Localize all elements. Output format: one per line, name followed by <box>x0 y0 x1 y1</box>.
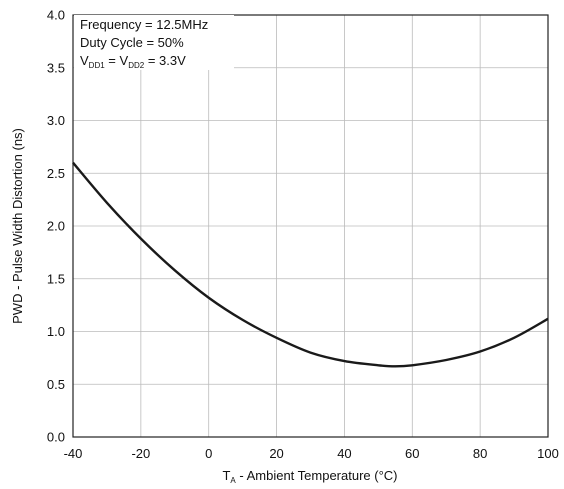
y-tick-label: 0.5 <box>47 377 65 392</box>
annotation-supply-voltage: VDD1 = VDD2 = 3.3V <box>80 53 186 70</box>
x-tick-label: 60 <box>405 446 419 461</box>
annotation-box <box>74 15 234 70</box>
x-tick-label: 0 <box>205 446 212 461</box>
y-tick-label: 2.0 <box>47 219 65 234</box>
annotation-frequency: Frequency = 12.5MHz <box>80 17 208 32</box>
x-tick-label: 20 <box>269 446 283 461</box>
annotation-duty-cycle: Duty Cycle = 50% <box>80 35 184 50</box>
x-tick-label: -40 <box>64 446 83 461</box>
y-tick-label: 3.5 <box>47 60 65 75</box>
y-axis-ticks: 0.0 0.5 1.0 1.5 2.0 2.5 3.0 3.5 4.0 <box>47 8 65 445</box>
x-tick-label: 100 <box>537 446 559 461</box>
y-axis-label: PWD - Pulse Width Distortion (ns) <box>10 128 25 324</box>
y-tick-label: 4.0 <box>47 8 65 23</box>
plot-frame <box>72 14 549 438</box>
x-tick-label: -20 <box>131 446 150 461</box>
y-tick-label: 0.0 <box>47 430 65 445</box>
y-tick-label: 1.5 <box>47 271 65 286</box>
x-axis-ticks: -40 -20 0 20 40 60 80 100 <box>64 446 559 461</box>
y-tick-label: 3.0 <box>47 113 65 128</box>
pwd-curve <box>72 161 549 368</box>
x-tick-label: 40 <box>337 446 351 461</box>
y-tick-label: 1.0 <box>47 324 65 339</box>
x-tick-label: 80 <box>473 446 487 461</box>
y-tick-label: 2.5 <box>47 166 65 181</box>
x-axis-label: TA - Ambient Temperature (°C) <box>222 468 397 485</box>
grid-lines <box>72 14 549 438</box>
